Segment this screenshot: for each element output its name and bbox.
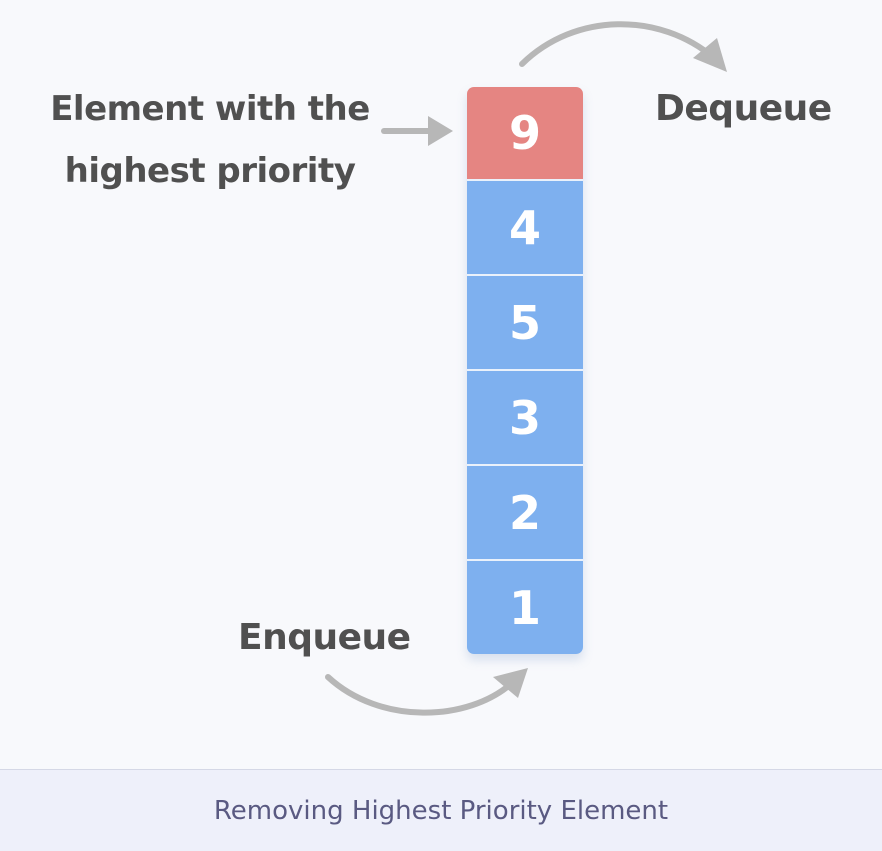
queue-cell: 2 [467, 464, 583, 559]
priority-queue-diagram: Element with the highest priority Dequeu… [30, 21, 832, 716]
highest-priority-label-line2: highest priority [64, 151, 356, 191]
queue-cell-highest: 9 [467, 87, 583, 179]
queue-cell: 5 [467, 274, 583, 369]
highest-priority-label-line1: Element with the [50, 89, 370, 129]
highest-priority-label: Element with the highest priority [30, 78, 390, 202]
dequeue-label: Dequeue [655, 88, 832, 129]
dequeue-arrow [519, 21, 727, 72]
figure-caption: Removing Highest Priority Element [213, 795, 669, 826]
queue-cell: 3 [467, 369, 583, 464]
pointer-arrow [381, 116, 453, 146]
queue-cell: 4 [467, 179, 583, 274]
caption-bar: Removing Highest Priority Element [0, 769, 882, 851]
enqueue-arrow [325, 668, 528, 716]
queue-stack: 9 4 5 3 2 1 [467, 87, 583, 654]
enqueue-label: Enqueue [238, 617, 411, 658]
arrows-layer [325, 21, 727, 716]
queue-cell: 1 [467, 559, 583, 654]
